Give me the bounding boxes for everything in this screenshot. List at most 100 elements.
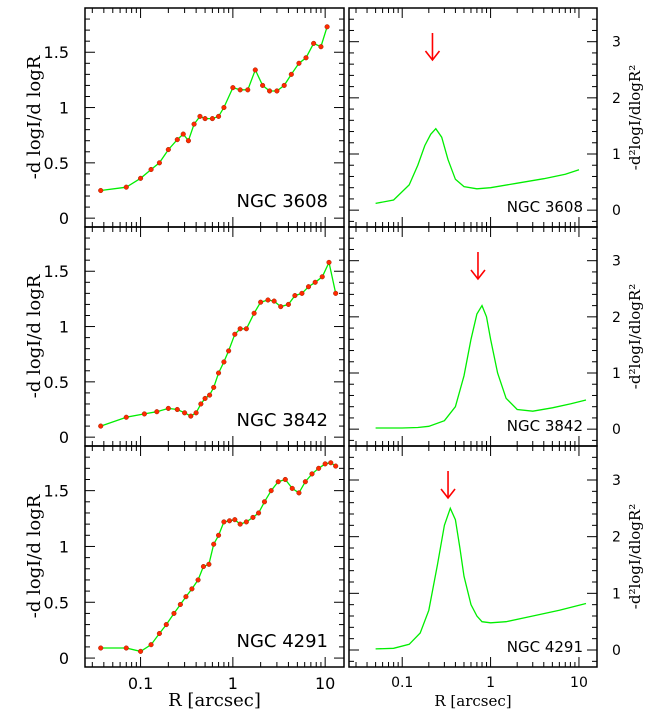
- data-point: [267, 88, 273, 94]
- data-point: [191, 121, 197, 127]
- series-line: [375, 304, 587, 429]
- data-point: [198, 401, 204, 407]
- data-point: [275, 479, 281, 485]
- panel-right-2: 0 1 2 3 -d²logI/dlogR² NGC 3842: [348, 226, 644, 447]
- y-tick-label: 1: [59, 537, 69, 556]
- data-point: [148, 642, 154, 648]
- data-point: [174, 406, 180, 413]
- panel-right-1: 0 1 2 3 -d²logI/dlogR² NGC 3608: [348, 7, 644, 228]
- data-point: [138, 175, 144, 181]
- data-point: [292, 293, 298, 299]
- data-point: [243, 326, 249, 332]
- series-line: [100, 26, 328, 192]
- data-point: [318, 44, 324, 50]
- galaxy-label: NGC 3608: [236, 191, 328, 212]
- panel-frame: [348, 445, 598, 668]
- data-point: [221, 519, 227, 525]
- panel-left-3: 0.1 1 10 0 0.5 1 1.5-d logI/d logR R [arcsec] NG…: [24, 445, 345, 711]
- data-point: [271, 298, 277, 304]
- galaxy-label: NGC 3842: [236, 410, 328, 431]
- data-point: [305, 284, 312, 290]
- y-tick-label: 3: [612, 473, 621, 489]
- galaxy-label: NGC 4291: [236, 631, 328, 652]
- data-point: [322, 461, 328, 467]
- data-point: [296, 60, 302, 66]
- panel-left-2: 0 0.5 1 1.5-d logI/d logR NGC 3842: [24, 226, 345, 447]
- data-point: [202, 116, 208, 122]
- data-point: [326, 259, 332, 265]
- data-point: [303, 55, 309, 61]
- panel-frame: [84, 445, 345, 668]
- data-point: [123, 184, 129, 190]
- panel-frame: [348, 7, 598, 228]
- data-point: [216, 370, 222, 376]
- panel-frame: [348, 226, 598, 447]
- data-point: [281, 82, 287, 88]
- data-point: [98, 645, 104, 651]
- data-point: [206, 561, 212, 567]
- data-point: [285, 301, 291, 307]
- y-tick-label: 0: [59, 649, 69, 668]
- data-point: [183, 594, 189, 600]
- data-point: [189, 586, 195, 592]
- data-point: [188, 413, 194, 419]
- y-tick-label: 2: [612, 91, 621, 107]
- data-point: [333, 290, 339, 296]
- data-point: [174, 137, 180, 143]
- data-point: [245, 87, 251, 93]
- peak-arrow-head: [440, 488, 456, 500]
- peak-arrow: [470, 252, 486, 281]
- data-point: [177, 601, 183, 608]
- data-point: [324, 24, 330, 30]
- y-axis-title: -d logI/d logR: [24, 55, 45, 179]
- data-point: [252, 67, 258, 73]
- y-tick-label: 1.5: [44, 482, 69, 501]
- y-axis-title: -d logI/d logR: [24, 274, 45, 398]
- data-point: [226, 348, 232, 354]
- data-point: [296, 490, 302, 496]
- y-axis-title: -d²logI/dlogR²: [626, 284, 644, 389]
- data-point: [319, 274, 325, 280]
- data-point: [148, 166, 154, 173]
- data-point: [232, 517, 238, 523]
- data-point: [237, 521, 243, 527]
- data-point: [237, 87, 243, 93]
- data-point: [282, 476, 288, 483]
- data-point: [311, 40, 317, 46]
- series-line: [100, 462, 337, 653]
- x-axis-title: R [arcsec]: [168, 690, 261, 711]
- data-point: [256, 510, 262, 516]
- galaxy-label: NGC 3608: [507, 198, 583, 216]
- data-point: [197, 113, 203, 119]
- data-point: [123, 645, 129, 651]
- data-point: [312, 279, 318, 285]
- data-point: [232, 331, 238, 337]
- data-point: [302, 479, 308, 485]
- x-tick-label: 1: [486, 675, 495, 691]
- x-tick-label: 1: [228, 674, 238, 693]
- y-tick-label: 1.5: [44, 262, 69, 281]
- data-point: [98, 423, 104, 429]
- y-tick-label: 1: [59, 99, 69, 118]
- data-point: [163, 622, 169, 628]
- peak-arrow-head: [470, 269, 486, 281]
- y-tick-label: 0.5: [44, 154, 69, 173]
- y-tick-label: 2: [612, 310, 621, 326]
- y-tick-label: 3: [612, 254, 621, 270]
- data-point: [221, 104, 227, 111]
- x-tick-label: 0.1: [128, 674, 153, 693]
- data-point: [141, 411, 147, 417]
- x-tick-label: 0.1: [391, 675, 413, 691]
- data-point: [230, 85, 236, 91]
- y-tick-label: 0: [59, 209, 69, 228]
- panel-left-1: 0 0.5 1 1.5-d logI/d logR NGC 3608: [24, 7, 345, 228]
- data-point: [185, 138, 191, 144]
- data-point: [261, 499, 268, 505]
- data-point: [193, 410, 199, 416]
- data-point: [260, 82, 266, 88]
- panel-right-3: 0.1 1 10 0 1 2 3 -d²logI/dlogR² R [arcsec] NGC 42…: [348, 445, 644, 710]
- data-point: [156, 630, 162, 637]
- data-point: [211, 541, 217, 547]
- peak-arrow: [440, 471, 456, 500]
- x-axis-title: R [arcsec]: [434, 692, 511, 710]
